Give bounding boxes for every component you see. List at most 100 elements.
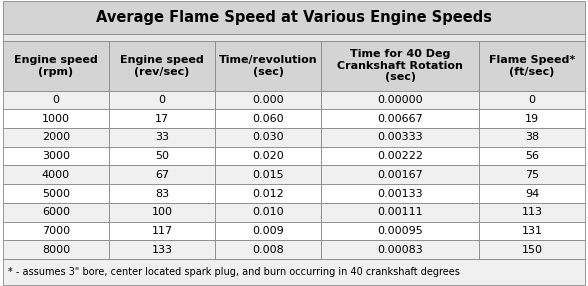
- Bar: [215, 41, 321, 91]
- Text: 113: 113: [522, 207, 543, 217]
- Bar: [321, 240, 479, 259]
- Text: 94: 94: [525, 188, 539, 198]
- Bar: [3, 1, 585, 34]
- Text: 131: 131: [522, 226, 543, 236]
- Text: 150: 150: [522, 245, 543, 255]
- Text: 0.000: 0.000: [252, 95, 284, 105]
- Bar: [109, 41, 215, 91]
- Text: 19: 19: [525, 114, 539, 124]
- Bar: [321, 41, 479, 91]
- Text: 8000: 8000: [42, 245, 70, 255]
- Bar: [3, 259, 585, 285]
- Bar: [479, 184, 585, 203]
- Bar: [479, 128, 585, 147]
- Text: 0.00133: 0.00133: [377, 188, 423, 198]
- Text: 1000: 1000: [42, 114, 70, 124]
- Bar: [215, 91, 321, 109]
- Bar: [479, 41, 585, 91]
- Bar: [321, 109, 479, 128]
- Text: 2000: 2000: [42, 132, 70, 142]
- Text: 83: 83: [155, 188, 169, 198]
- Bar: [109, 222, 215, 240]
- Text: 133: 133: [152, 245, 173, 255]
- Bar: [109, 203, 215, 222]
- Text: Average Flame Speed at Various Engine Speeds: Average Flame Speed at Various Engine Sp…: [96, 10, 492, 25]
- Text: 7000: 7000: [42, 226, 70, 236]
- Bar: [3, 41, 109, 91]
- Bar: [3, 147, 109, 166]
- Bar: [109, 147, 215, 166]
- Text: 0.009: 0.009: [252, 226, 284, 236]
- Text: 0: 0: [52, 95, 59, 105]
- Text: 6000: 6000: [42, 207, 70, 217]
- Bar: [109, 166, 215, 184]
- Bar: [3, 222, 109, 240]
- Bar: [215, 203, 321, 222]
- Bar: [321, 91, 479, 109]
- Text: 33: 33: [155, 132, 169, 142]
- Text: 0.00667: 0.00667: [377, 114, 423, 124]
- Text: Flame Speed*
(ft/sec): Flame Speed* (ft/sec): [489, 55, 575, 77]
- Text: 0.008: 0.008: [252, 245, 284, 255]
- Bar: [479, 166, 585, 184]
- Bar: [215, 240, 321, 259]
- Text: 0.00000: 0.00000: [377, 95, 423, 105]
- Text: 0.060: 0.060: [252, 114, 284, 124]
- Text: 0.00333: 0.00333: [377, 132, 423, 142]
- Bar: [3, 240, 109, 259]
- Bar: [479, 222, 585, 240]
- Text: Time for 40 Deg
Crankshaft Rotation
(sec): Time for 40 Deg Crankshaft Rotation (sec…: [337, 49, 463, 82]
- Bar: [215, 166, 321, 184]
- Bar: [479, 240, 585, 259]
- Text: 3000: 3000: [42, 151, 70, 161]
- Text: 0.00167: 0.00167: [377, 170, 423, 180]
- Text: 50: 50: [155, 151, 169, 161]
- Text: 0.00111: 0.00111: [377, 207, 423, 217]
- Bar: [215, 147, 321, 166]
- Text: 0.00222: 0.00222: [377, 151, 423, 161]
- Bar: [215, 184, 321, 203]
- Bar: [321, 222, 479, 240]
- Bar: [3, 109, 109, 128]
- Text: 0.010: 0.010: [252, 207, 284, 217]
- Bar: [215, 222, 321, 240]
- Bar: [109, 184, 215, 203]
- Text: Engine speed
(rev/sec): Engine speed (rev/sec): [120, 55, 204, 77]
- Text: 4000: 4000: [42, 170, 70, 180]
- Bar: [3, 34, 585, 41]
- Bar: [109, 91, 215, 109]
- Bar: [479, 91, 585, 109]
- Bar: [3, 166, 109, 184]
- Text: 0.030: 0.030: [252, 132, 284, 142]
- Bar: [321, 147, 479, 166]
- Bar: [3, 203, 109, 222]
- Text: 0.015: 0.015: [252, 170, 284, 180]
- Bar: [215, 109, 321, 128]
- Bar: [479, 109, 585, 128]
- Bar: [109, 109, 215, 128]
- Bar: [479, 147, 585, 166]
- Text: * - assumes 3" bore, center located spark plug, and burn occurring in 40 cranksh: * - assumes 3" bore, center located spar…: [8, 267, 459, 277]
- Text: 0: 0: [159, 95, 166, 105]
- Bar: [3, 184, 109, 203]
- Text: Time/revolution
(sec): Time/revolution (sec): [219, 55, 318, 77]
- Text: 67: 67: [155, 170, 169, 180]
- Bar: [321, 184, 479, 203]
- Text: 38: 38: [525, 132, 539, 142]
- Text: 0.020: 0.020: [252, 151, 284, 161]
- Bar: [479, 203, 585, 222]
- Text: 0.00095: 0.00095: [377, 226, 423, 236]
- Bar: [3, 128, 109, 147]
- Text: 56: 56: [525, 151, 539, 161]
- Text: 0: 0: [529, 95, 536, 105]
- Text: 0.00083: 0.00083: [377, 245, 423, 255]
- Text: Engine speed
(rpm): Engine speed (rpm): [14, 55, 98, 77]
- Bar: [321, 166, 479, 184]
- Bar: [109, 240, 215, 259]
- Text: 17: 17: [155, 114, 169, 124]
- Text: 0.012: 0.012: [252, 188, 284, 198]
- Bar: [321, 203, 479, 222]
- Bar: [215, 128, 321, 147]
- Bar: [3, 91, 109, 109]
- Text: 75: 75: [525, 170, 539, 180]
